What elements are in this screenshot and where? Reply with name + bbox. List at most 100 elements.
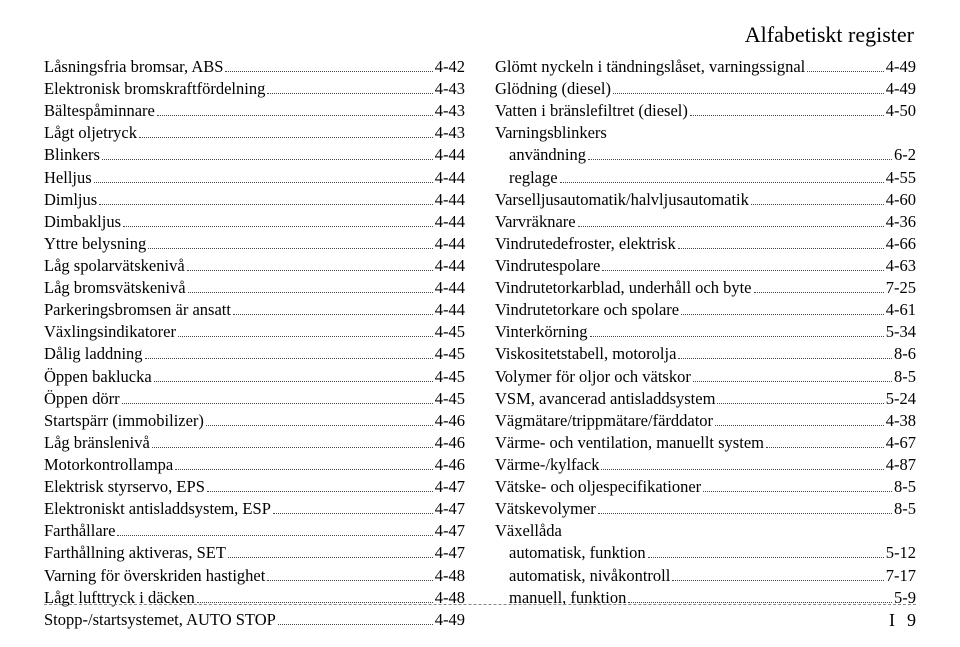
index-entry: Bältespåminnare4-43 (44, 100, 465, 122)
index-entry-leader-dots (207, 491, 433, 492)
index-entry-label: Öppen dörr (44, 388, 120, 410)
index-entry-page: 8-5 (894, 366, 916, 388)
index-entry-leader-dots (117, 535, 432, 536)
index-entry: Låg bränslenivå4-46 (44, 432, 465, 454)
index-entry-page: 4-44 (435, 189, 465, 211)
index-entry: Växlingsindikatorer 4-45 (44, 321, 465, 343)
page-header: Alfabetiskt register (44, 22, 916, 48)
index-entry-leader-dots (578, 226, 884, 227)
index-entry-label: Viskositetstabell, motorolja (495, 343, 676, 365)
index-column-right: Glömt nyckeln i tändningslåset, varnings… (495, 56, 916, 631)
index-entry: Farthållning aktiveras, SET4-47 (44, 542, 465, 564)
index-entry-leader-dots (122, 403, 433, 404)
index-entry: Stopp-/startsystemet, AUTO STOP 4-49 (44, 609, 465, 631)
index-entry-label: Vatten i bränslefiltret (diesel) (495, 100, 688, 122)
index-entry: Elektrisk styrservo, EPS4-47 (44, 476, 465, 498)
index-entry-label: Elektronisk bromskraftfördelning (44, 78, 265, 100)
index-entry-label: Vinterkörning (495, 321, 588, 343)
index-entry: Vindrutetorkare och spolare4-61 (495, 299, 916, 321)
index-entry: Parkeringsbromsen är ansatt4-44 (44, 299, 465, 321)
index-entry-page: 4-49 (435, 609, 465, 631)
index-entry-label: manuell, funktion (495, 587, 626, 609)
index-entry-leader-dots (715, 425, 884, 426)
index-entry-leader-dots (152, 447, 433, 448)
index-entry: Lågt lufttryck i däcken 4-48 (44, 587, 465, 609)
index-entry-page: 4-43 (435, 78, 465, 100)
index-entry-leader-dots (157, 115, 433, 116)
index-entry-label: Vindrutetorkarblad, underhåll och byte (495, 277, 752, 299)
index-entry-label: Elektroniskt antisladdsystem, ESP (44, 498, 271, 520)
index-entry-label: Värme-/kylfack (495, 454, 599, 476)
index-entry: Varning för överskriden hastighet4-48 (44, 565, 465, 587)
index-entry-label: Startspärr (immobilizer) (44, 410, 204, 432)
index-entry-label: Vätske- och oljespecifikationer (495, 476, 701, 498)
index-page: Alfabetiskt register Låsningsfria bromsa… (0, 0, 960, 647)
index-entry-page: 4-87 (886, 454, 916, 476)
index-entry-label: automatisk, nivåkontroll (495, 565, 670, 587)
index-entry-leader-dots (602, 270, 883, 271)
index-entry-leader-dots (588, 159, 892, 160)
index-entry: Vätske- och oljespecifikationer 8-5 (495, 476, 916, 498)
index-entry-leader-dots (188, 292, 433, 293)
index-entry-leader-dots (145, 358, 433, 359)
index-entry: Låg bromsvätskenivå4-44 (44, 277, 465, 299)
index-entry-page: 6-2 (894, 144, 916, 166)
index-entry: VSM, avancerad antisladdsystem5-24 (495, 388, 916, 410)
index-entry: Öppen baklucka4-45 (44, 366, 465, 388)
index-entry: Yttre belysning4-44 (44, 233, 465, 255)
index-entry-page: 4-67 (886, 432, 916, 454)
index-entry-page: 4-36 (886, 211, 916, 233)
index-entry: automatisk, nivåkontroll7-17 (495, 565, 916, 587)
index-entry-label: Lågt lufttryck i däcken (44, 587, 195, 609)
index-entry-leader-dots (807, 71, 884, 72)
index-entry-page: 8-5 (894, 498, 916, 520)
index-entry-page: 4-48 (435, 587, 465, 609)
index-entry-label: Växlingsindikatorer (44, 321, 176, 343)
index-entry-leader-dots (681, 314, 884, 315)
index-entry-label: Parkeringsbromsen är ansatt (44, 299, 231, 321)
index-entry-label: Värme- och ventilation, manuellt system (495, 432, 764, 454)
index-entry: Vatten i bränslefiltret (diesel)4-50 (495, 100, 916, 122)
index-entry: Vägmätare/trippmätare/färddator 4-38 (495, 410, 916, 432)
index-entry-page: 4-63 (886, 255, 916, 277)
index-column-left: Låsningsfria bromsar, ABS4-42Elektronisk… (44, 56, 465, 631)
index-entry-leader-dots (123, 226, 433, 227)
index-entry-leader-dots (717, 403, 883, 404)
index-entry-leader-dots (102, 159, 433, 160)
index-entry-page: 4-44 (435, 211, 465, 233)
index-entry-leader-dots (154, 381, 433, 382)
index-entry-page: 5-24 (886, 388, 916, 410)
index-entry-page: 4-46 (435, 454, 465, 476)
index-entry: Vätskevolymer 8-5 (495, 498, 916, 520)
index-entry-leader-dots (678, 248, 884, 249)
index-entry-leader-dots (754, 292, 884, 293)
index-entry-page: 4-44 (435, 167, 465, 189)
index-entry-page: 4-44 (435, 277, 465, 299)
index-entry-label: Stopp-/startsystemet, AUTO STOP (44, 609, 276, 631)
index-entry-leader-dots (628, 602, 892, 603)
index-entry-page: 4-61 (886, 299, 916, 321)
index-entry: Dimbakljus4-44 (44, 211, 465, 233)
index-entry-page: 4-38 (886, 410, 916, 432)
page-footer: I9 (889, 610, 916, 631)
index-entry-page: 4-46 (435, 410, 465, 432)
index-entry-page: 4-45 (435, 343, 465, 365)
index-entry-label: Bältespåminnare (44, 100, 155, 122)
footer-page-number: 9 (907, 610, 916, 630)
index-entry-page: 8-5 (894, 476, 916, 498)
index-entry: Låsningsfria bromsar, ABS4-42 (44, 56, 465, 78)
index-entry-label: Vägmätare/trippmätare/färddator (495, 410, 713, 432)
index-entry: automatisk, funktion5-12 (495, 542, 916, 564)
index-entry: Viskositetstabell, motorolja8-6 (495, 343, 916, 365)
index-entry-leader-dots (601, 469, 883, 470)
index-entry-label: Varning för överskriden hastighet (44, 565, 265, 587)
index-entry-label: Motorkontrollampa (44, 454, 173, 476)
index-entry: användning6-2 (495, 144, 916, 166)
index-entry: Helljus4-44 (44, 167, 465, 189)
index-entry-label: Vätskevolymer (495, 498, 596, 520)
index-entry: reglage4-55 (495, 167, 916, 189)
index-entry-label: reglage (495, 167, 558, 189)
index-entry: Varselljusautomatik/halvljusautomatik4-6… (495, 189, 916, 211)
index-entry-page: 7-25 (886, 277, 916, 299)
index-entry-page: 4-45 (435, 321, 465, 343)
